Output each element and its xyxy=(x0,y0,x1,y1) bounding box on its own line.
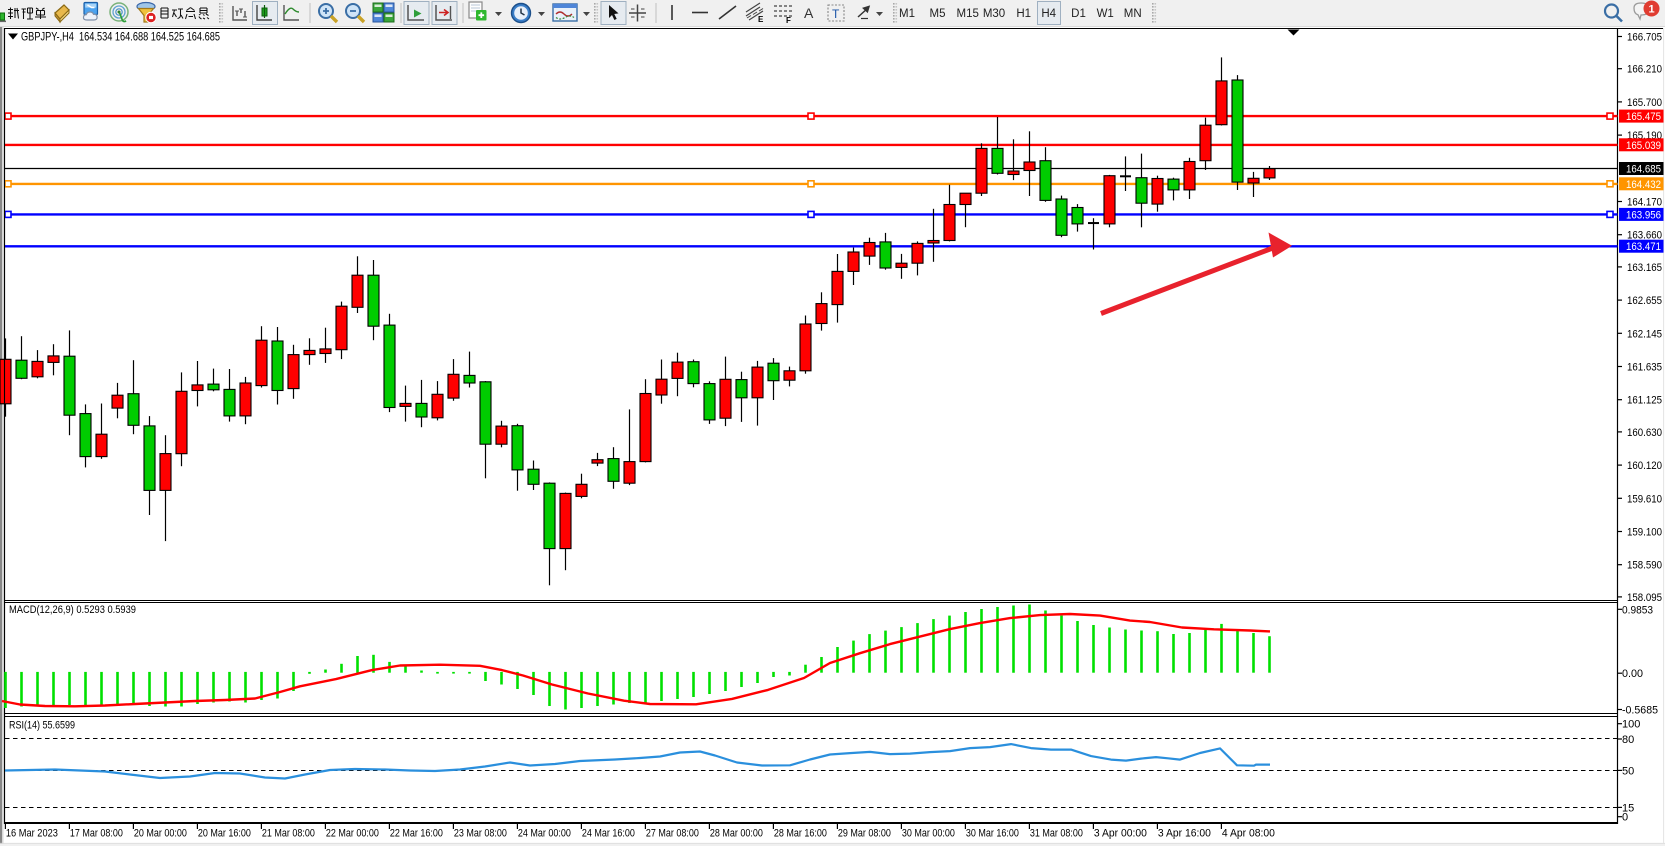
svg-text:MACD(12,26,9) 0.5293 0.5939: MACD(12,26,9) 0.5293 0.5939 xyxy=(9,604,136,616)
svg-text:162.655: 162.655 xyxy=(1627,295,1662,307)
svg-text:80: 80 xyxy=(1622,734,1634,746)
svg-text:3 Apr 00:00: 3 Apr 00:00 xyxy=(1094,828,1147,840)
svg-text:27 Mar 08:00: 27 Mar 08:00 xyxy=(646,828,699,840)
svg-text:21 Mar 08:00: 21 Mar 08:00 xyxy=(262,828,315,840)
svg-text:159.610: 159.610 xyxy=(1627,493,1662,505)
svg-text:30 Mar 16:00: 30 Mar 16:00 xyxy=(966,828,1019,840)
svg-text:31 Mar 08:00: 31 Mar 08:00 xyxy=(1030,828,1083,840)
svg-text:164.432: 164.432 xyxy=(1626,179,1661,191)
svg-text:T: T xyxy=(832,7,840,21)
svg-text:166.705: 166.705 xyxy=(1627,32,1662,44)
svg-text:28 Mar 16:00: 28 Mar 16:00 xyxy=(774,828,827,840)
svg-text:100: 100 xyxy=(1622,719,1640,731)
svg-text:163.471: 163.471 xyxy=(1626,241,1661,253)
svg-text:20 Mar 00:00: 20 Mar 00:00 xyxy=(134,828,187,840)
svg-text:20 Mar 16:00: 20 Mar 16:00 xyxy=(198,828,251,840)
svg-text:163.165: 163.165 xyxy=(1627,262,1662,274)
svg-text:23 Mar 08:00: 23 Mar 08:00 xyxy=(454,828,507,840)
svg-text:164.170: 164.170 xyxy=(1627,197,1662,209)
svg-text:4 Apr 08:00: 4 Apr 08:00 xyxy=(1222,828,1275,840)
svg-text:160.630: 160.630 xyxy=(1627,427,1662,439)
svg-text:163.660: 163.660 xyxy=(1627,230,1662,242)
svg-text:GBPJPY-,H4 164.534 164.688 16: GBPJPY-,H4 164.534 164.688 164.525 164.6… xyxy=(21,30,220,44)
svg-text:H1: H1 xyxy=(1016,8,1031,20)
svg-text:MN: MN xyxy=(1124,8,1142,20)
svg-text:30 Mar 00:00: 30 Mar 00:00 xyxy=(902,828,955,840)
svg-text:M30: M30 xyxy=(983,8,1005,20)
svg-text:M5: M5 xyxy=(930,8,946,20)
svg-text:28 Mar 00:00: 28 Mar 00:00 xyxy=(710,828,763,840)
svg-text:24 Mar 16:00: 24 Mar 16:00 xyxy=(582,828,635,840)
svg-text:158.590: 158.590 xyxy=(1627,560,1662,572)
svg-text:161.635: 161.635 xyxy=(1627,362,1662,374)
svg-text:0.9853: 0.9853 xyxy=(1622,604,1653,616)
svg-text:F: F xyxy=(786,16,791,25)
svg-text:24 Mar 00:00: 24 Mar 00:00 xyxy=(518,828,571,840)
svg-text:0: 0 xyxy=(1622,812,1628,824)
svg-text:D1: D1 xyxy=(1071,8,1086,20)
svg-text:165.039: 165.039 xyxy=(1626,140,1661,152)
svg-text:165.475: 165.475 xyxy=(1626,111,1661,123)
svg-text:160.120: 160.120 xyxy=(1627,460,1662,472)
svg-text:M15: M15 xyxy=(957,8,979,20)
svg-text:3 Apr 16:00: 3 Apr 16:00 xyxy=(1158,828,1211,840)
svg-text:RSI(14) 55.6599: RSI(14) 55.6599 xyxy=(9,720,75,732)
svg-text:1: 1 xyxy=(1648,4,1654,16)
svg-text:22 Mar 16:00: 22 Mar 16:00 xyxy=(390,828,443,840)
svg-text:0.00: 0.00 xyxy=(1622,668,1643,680)
svg-text:15: 15 xyxy=(1622,802,1634,814)
svg-text:22 Mar 00:00: 22 Mar 00:00 xyxy=(326,828,379,840)
svg-text:-0.5685: -0.5685 xyxy=(1622,705,1658,717)
svg-text:29 Mar 08:00: 29 Mar 08:00 xyxy=(838,828,891,840)
svg-text:17 Mar 08:00: 17 Mar 08:00 xyxy=(70,828,123,840)
svg-text:E: E xyxy=(758,15,764,24)
svg-text:161.125: 161.125 xyxy=(1627,395,1662,407)
svg-text:162.145: 162.145 xyxy=(1627,328,1662,340)
svg-text:50: 50 xyxy=(1622,765,1634,777)
svg-text:158.095: 158.095 xyxy=(1627,592,1662,604)
svg-text:M1: M1 xyxy=(899,8,915,20)
svg-text:W1: W1 xyxy=(1097,8,1114,20)
svg-text:164.685: 164.685 xyxy=(1626,164,1661,176)
svg-text:163.956: 163.956 xyxy=(1626,209,1661,221)
svg-text:166.210: 166.210 xyxy=(1627,64,1662,76)
svg-text:165.700: 165.700 xyxy=(1627,97,1662,109)
svg-text:16 Mar 2023: 16 Mar 2023 xyxy=(6,828,58,840)
svg-text:159.100: 159.100 xyxy=(1627,527,1662,539)
svg-text:H4: H4 xyxy=(1041,8,1056,20)
svg-text:A: A xyxy=(804,5,814,21)
